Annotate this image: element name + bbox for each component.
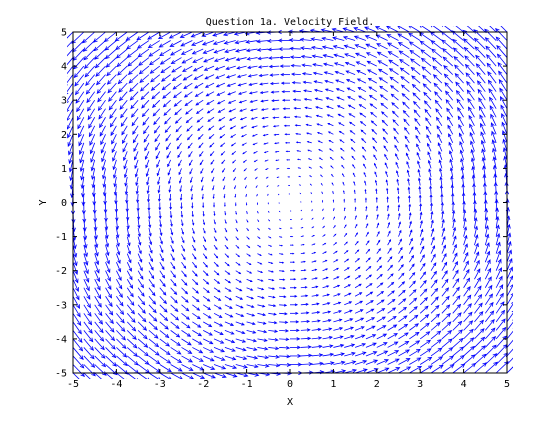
quiver-arrow [279, 194, 280, 195]
y-tick-label: 5 [61, 28, 67, 39]
quiver-arrow [235, 203, 236, 206]
quiver-arrow [257, 203, 258, 205]
quiver-arrow [287, 159, 290, 160]
x-tick-label: -4 [110, 379, 122, 390]
y-tick-label: 0 [61, 198, 67, 209]
quiver-arrow [286, 151, 290, 152]
quiver-arrow [344, 200, 345, 203]
y-tick-label: -1 [55, 232, 67, 243]
quiver-arrow [278, 185, 279, 186]
quiver-arrow [300, 185, 301, 186]
x-tick-label: 2 [374, 379, 380, 390]
quiver-arrow [300, 193, 301, 194]
x-axis-label: X [287, 397, 293, 408]
y-axis-label: Y [38, 199, 49, 205]
quiver-arrow [288, 168, 290, 169]
quiver-arrow [312, 210, 313, 211]
x-tick-label: 3 [417, 379, 423, 390]
quiver-arrow [268, 194, 269, 195]
quiver-arrow [268, 211, 269, 212]
x-tick-label: -1 [241, 379, 253, 390]
quiver-arrow [333, 200, 334, 202]
y-tick-label: 4 [61, 62, 67, 73]
y-tick-label: -4 [55, 334, 67, 345]
y-tick-label: -2 [55, 266, 67, 277]
quiver-arrow [311, 193, 312, 194]
x-tick-label: -5 [67, 379, 79, 390]
quiver-arrow [301, 219, 302, 220]
quiver-arrow [290, 228, 292, 229]
x-tick-label: 5 [504, 379, 510, 390]
quiver-arrow [290, 236, 292, 237]
quiver-arrow [224, 203, 225, 207]
quiver-arrow [290, 253, 294, 254]
x-tick-label: 1 [330, 379, 336, 390]
quiver-arrow [301, 210, 302, 211]
y-tick-label: -3 [55, 300, 67, 311]
quiver-arrow [322, 201, 323, 203]
quiver-arrow [288, 177, 290, 178]
quiver-arrow [279, 220, 280, 221]
quiver-arrow [279, 211, 280, 212]
quiver-arrow [290, 245, 293, 246]
y-tick-label: 2 [61, 130, 67, 141]
y-tick-label: 1 [61, 164, 67, 175]
x-tick-label: -3 [154, 379, 166, 390]
chart-title: Question 1a. Velocity Field. [206, 17, 375, 28]
y-tick-label: -5 [55, 369, 67, 380]
y-tick-label: 3 [61, 96, 67, 107]
x-tick-label: 0 [287, 379, 293, 390]
quiver-arrow [246, 203, 247, 205]
x-tick-label: -2 [197, 379, 209, 390]
quiver-arrow [355, 199, 356, 203]
x-tick-label: 4 [461, 379, 467, 390]
